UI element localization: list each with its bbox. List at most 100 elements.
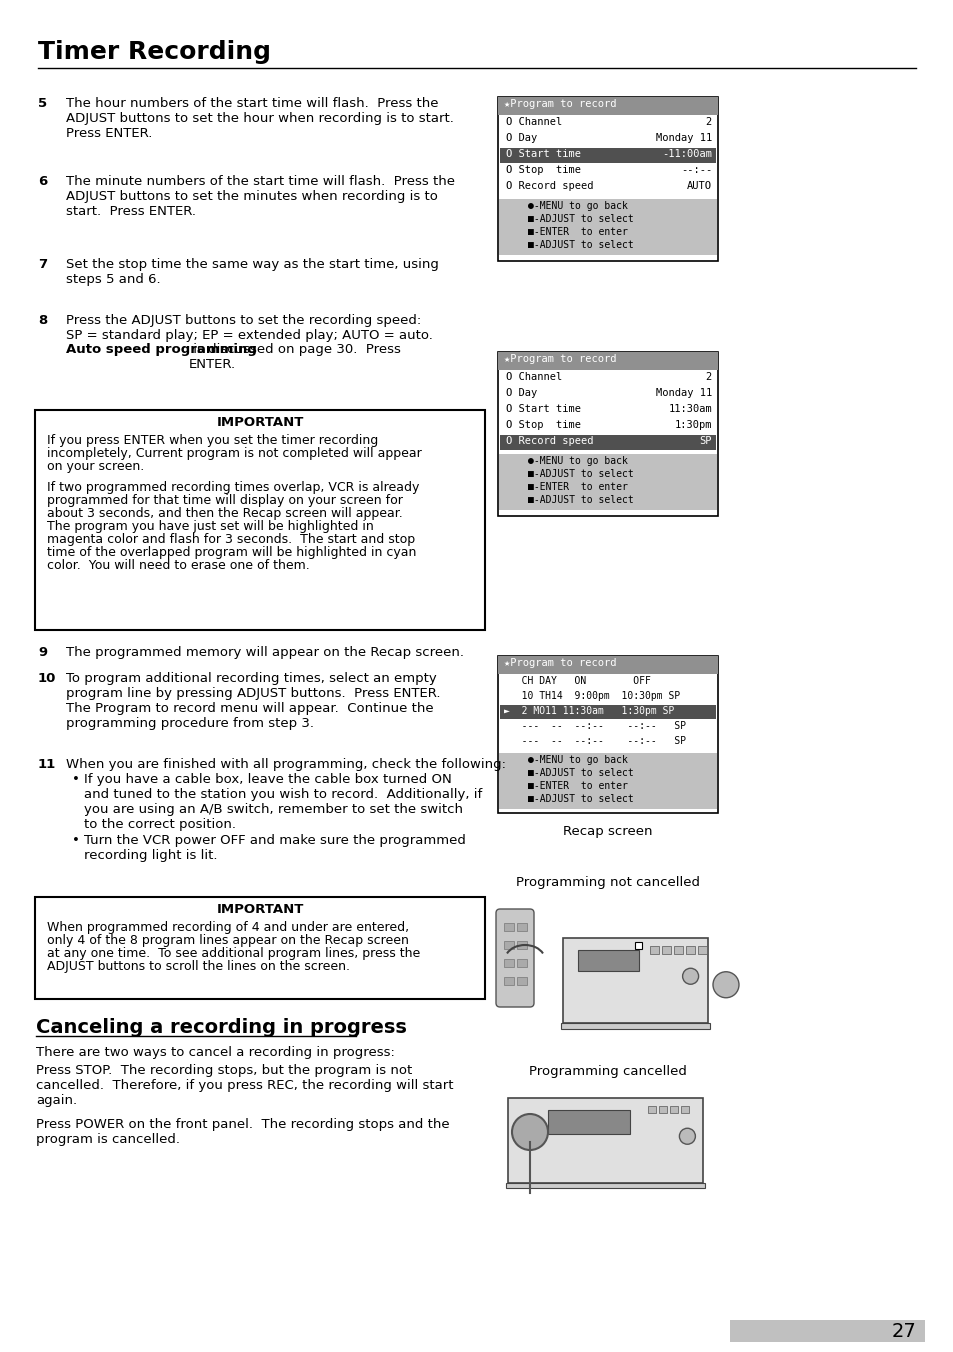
Text: Press the ADJUST buttons to set the recording speed:
SP = standard play; EP = ex: Press the ADJUST buttons to set the reco…	[66, 314, 433, 342]
Bar	[659, 1106, 667, 1113]
Bar	[499, 147, 716, 164]
Bar	[517, 977, 526, 986]
Bar	[547, 1110, 629, 1134]
Text: ■-ADJUST to select: ■-ADJUST to select	[527, 768, 633, 777]
Text: Programming not cancelled: Programming not cancelled	[516, 876, 700, 890]
Bar	[497, 352, 718, 516]
Text: ■-ADJUST to select: ■-ADJUST to select	[527, 495, 633, 506]
Text: Turn the VCR power OFF and make sure the programmed
recording light is lit.: Turn the VCR power OFF and make sure the…	[84, 834, 465, 863]
Text: ●-MENU to go back: ●-MENU to go back	[527, 201, 627, 211]
Circle shape	[712, 972, 739, 998]
Bar	[670, 1106, 678, 1113]
Text: ★Program to record: ★Program to record	[503, 99, 616, 110]
Text: When programmed recording of 4 and under are entered,: When programmed recording of 4 and under…	[47, 921, 409, 934]
Text: O Stop  time: O Stop time	[505, 165, 580, 174]
Text: Canceling a recording in progress: Canceling a recording in progress	[36, 1018, 406, 1037]
Text: 1:30pm: 1:30pm	[674, 420, 711, 430]
Bar	[698, 946, 706, 955]
Bar	[503, 941, 514, 949]
Text: ADJUST buttons to scroll the lines on the screen.: ADJUST buttons to scroll the lines on th…	[47, 960, 350, 973]
Bar	[497, 352, 718, 370]
Bar	[497, 97, 718, 115]
Text: ■-ADJUST to select: ■-ADJUST to select	[527, 241, 633, 250]
Bar	[517, 923, 526, 932]
Bar	[503, 977, 514, 986]
Text: Set the stop time the same way as the start time, using
steps 5 and 6.: Set the stop time the same way as the st…	[66, 258, 438, 287]
Text: There are two ways to cancel a recording in progress:: There are two ways to cancel a recording…	[36, 1046, 395, 1059]
Text: ★Program to record: ★Program to record	[503, 354, 616, 364]
Bar	[517, 941, 526, 949]
Text: ■-ENTER  to enter: ■-ENTER to enter	[527, 483, 627, 492]
Text: incompletely, Current program is not completed will appear: incompletely, Current program is not com…	[47, 448, 421, 460]
Bar	[503, 959, 514, 967]
Text: Press POWER on the front panel.  The recording stops and the
program is cancelle: Press POWER on the front panel. The reco…	[36, 1118, 449, 1146]
Text: 11:30am: 11:30am	[667, 404, 711, 414]
Text: The minute numbers of the start time will flash.  Press the
ADJUST buttons to se: The minute numbers of the start time wil…	[66, 174, 455, 218]
Text: ■-ENTER  to enter: ■-ENTER to enter	[527, 781, 627, 791]
Text: O Stop  time: O Stop time	[505, 420, 580, 430]
Text: IMPORTANT: IMPORTANT	[216, 903, 303, 917]
Text: To program additional recording times, select an empty
program line by pressing : To program additional recording times, s…	[66, 672, 440, 730]
Bar	[503, 923, 514, 932]
Text: Monday 11: Monday 11	[655, 132, 711, 143]
Text: Monday 11: Monday 11	[655, 388, 711, 397]
Text: ---  --  --:--    --:--   SP: --- -- --:-- --:-- SP	[503, 735, 685, 746]
Bar	[680, 1106, 689, 1113]
Bar	[729, 1320, 924, 1343]
Text: AUTO: AUTO	[686, 181, 711, 191]
Text: 8: 8	[38, 314, 48, 327]
Text: 27: 27	[890, 1322, 915, 1341]
Text: ■-ADJUST to select: ■-ADJUST to select	[527, 469, 633, 479]
Bar	[661, 946, 670, 955]
Text: at any one time.  To see additional program lines, press the: at any one time. To see additional progr…	[47, 946, 420, 960]
Bar	[499, 435, 716, 450]
Bar	[635, 942, 641, 949]
Text: O Start time: O Start time	[505, 404, 580, 414]
Bar	[35, 410, 484, 630]
Text: Press STOP.  The recording stops, but the program is not
cancelled.  Therefore, : Press STOP. The recording stops, but the…	[36, 1064, 453, 1107]
Text: ---  --  --:--    --:--   SP: --- -- --:-- --:-- SP	[503, 721, 685, 731]
Text: ★Program to record: ★Program to record	[503, 658, 616, 668]
Text: 7: 7	[38, 258, 47, 270]
Bar	[498, 753, 717, 808]
Text: ●-MENU to go back: ●-MENU to go back	[527, 456, 627, 466]
Circle shape	[679, 1129, 695, 1144]
Text: Recap screen: Recap screen	[562, 825, 652, 838]
Text: •: •	[71, 834, 80, 846]
Bar	[578, 950, 639, 971]
Bar	[648, 1106, 656, 1113]
Text: 11: 11	[38, 758, 56, 771]
Text: The hour numbers of the start time will flash.  Press the
ADJUST buttons to set : The hour numbers of the start time will …	[66, 97, 454, 141]
Text: CH DAY   ON        OFF: CH DAY ON OFF	[503, 676, 650, 685]
Text: is discussed on page 30.  Press
ENTER.: is discussed on page 30. Press ENTER.	[189, 343, 400, 370]
Text: The program you have just set will be highlighted in: The program you have just set will be hi…	[47, 521, 374, 533]
Bar	[649, 946, 659, 955]
Text: SP: SP	[699, 435, 711, 446]
Text: -11:00am: -11:00am	[661, 149, 711, 160]
Bar	[685, 946, 695, 955]
Text: If you have a cable box, leave the cable box turned ON
and tuned to the station : If you have a cable box, leave the cable…	[84, 773, 482, 831]
Circle shape	[682, 968, 698, 984]
Bar	[560, 1023, 709, 1029]
Text: ■-ADJUST to select: ■-ADJUST to select	[527, 214, 633, 224]
Text: 9: 9	[38, 646, 47, 658]
Bar	[562, 938, 707, 1023]
Bar	[497, 656, 718, 813]
Bar	[498, 199, 717, 256]
Text: If you press ENTER when you set the timer recording: If you press ENTER when you set the time…	[47, 434, 377, 448]
Text: programmed for that time will display on your screen for: programmed for that time will display on…	[47, 493, 402, 507]
Bar	[498, 454, 717, 510]
Text: Auto speed programming: Auto speed programming	[66, 343, 256, 356]
Text: color.  You will need to erase one of them.: color. You will need to erase one of the…	[47, 558, 310, 572]
Text: IMPORTANT: IMPORTANT	[216, 416, 303, 429]
Text: O Channel: O Channel	[505, 372, 561, 383]
Text: When you are finished with all programming, check the following:: When you are finished with all programmi…	[66, 758, 505, 771]
Text: 6: 6	[38, 174, 48, 188]
Bar	[505, 1183, 704, 1188]
Text: 2: 2	[705, 372, 711, 383]
Text: O Start time: O Start time	[505, 149, 580, 160]
Text: ●-MENU to go back: ●-MENU to go back	[527, 754, 627, 765]
Text: O Record speed: O Record speed	[505, 181, 593, 191]
Text: magenta color and flash for 3 seconds.  The start and stop: magenta color and flash for 3 seconds. T…	[47, 533, 415, 546]
Bar	[507, 1098, 702, 1183]
